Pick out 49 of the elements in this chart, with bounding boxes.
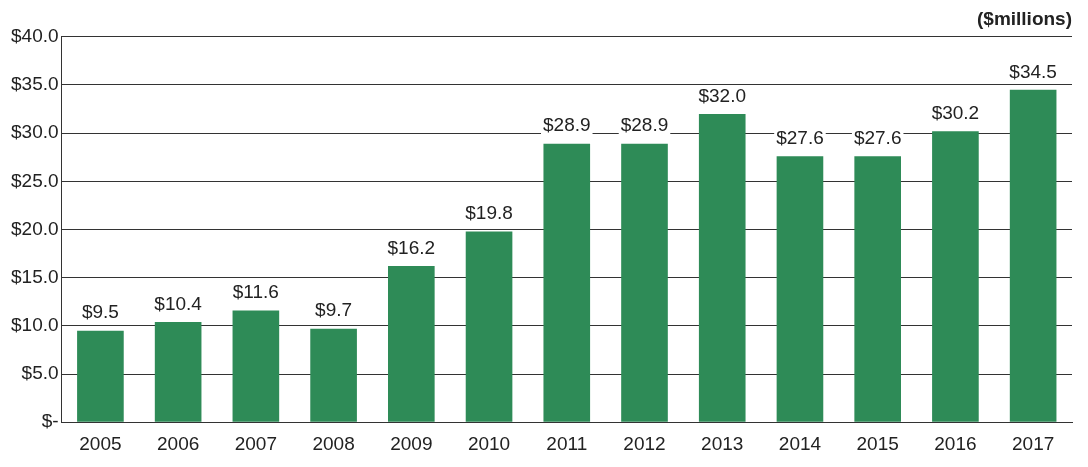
data-label: $10.4 bbox=[154, 292, 203, 314]
x-tick-label: 2008 bbox=[312, 432, 355, 454]
data-label: $30.2 bbox=[931, 101, 980, 123]
bar bbox=[543, 143, 591, 422]
bar bbox=[154, 322, 202, 422]
y-tick-label: $10.0 bbox=[11, 314, 59, 336]
bar bbox=[932, 131, 979, 422]
bar bbox=[465, 231, 513, 422]
y-tick-label: $25.0 bbox=[11, 169, 59, 191]
data-label: $9.7 bbox=[315, 299, 353, 321]
x-tick-label: 2009 bbox=[390, 432, 433, 454]
data-label: $27.6 bbox=[776, 127, 824, 149]
bar bbox=[77, 330, 124, 422]
y-tick-label: $- bbox=[41, 410, 59, 432]
data-label: $19.8 bbox=[465, 202, 513, 224]
x-tick-label: 2011 bbox=[546, 432, 588, 454]
x-tick-label: 2005 bbox=[79, 432, 122, 454]
data-label: $32.0 bbox=[698, 84, 746, 106]
x-tick-label: 2016 bbox=[934, 432, 977, 454]
data-label: $28.9 bbox=[543, 114, 591, 136]
y-tick-label: $30.0 bbox=[11, 121, 59, 143]
y-tick-label: $20.0 bbox=[11, 217, 59, 239]
chart-title: ($millions) bbox=[976, 7, 1072, 29]
data-label: $27.6 bbox=[853, 127, 902, 149]
bar bbox=[621, 143, 668, 422]
bar bbox=[1009, 89, 1057, 422]
data-label: $34.5 bbox=[1009, 60, 1057, 82]
bar bbox=[776, 156, 824, 422]
x-tick-label: 2006 bbox=[157, 432, 200, 454]
bar bbox=[310, 328, 357, 422]
y-tick-label: $5.0 bbox=[21, 362, 59, 384]
x-tick-label: 2012 bbox=[623, 432, 666, 454]
bar bbox=[854, 156, 901, 422]
x-tick-label: 2007 bbox=[234, 432, 278, 454]
data-label: $11.6 bbox=[232, 281, 279, 303]
data-label: $28.9 bbox=[620, 114, 669, 136]
y-tick-label: $35.0 bbox=[11, 73, 59, 95]
bar bbox=[388, 266, 435, 422]
bar bbox=[698, 113, 746, 422]
y-tick-label: $15.0 bbox=[11, 265, 59, 287]
y-tick-label: $40.0 bbox=[11, 25, 59, 47]
data-label: $9.5 bbox=[81, 301, 119, 323]
x-tick-label: 2013 bbox=[701, 432, 744, 454]
x-tick-label: 2010 bbox=[467, 432, 511, 454]
data-label: $16.2 bbox=[387, 236, 436, 258]
x-tick-label: 2014 bbox=[778, 432, 822, 454]
bar bbox=[232, 310, 280, 422]
x-tick-label: 2017 bbox=[1012, 432, 1055, 454]
x-tick-label: 2015 bbox=[856, 432, 899, 454]
